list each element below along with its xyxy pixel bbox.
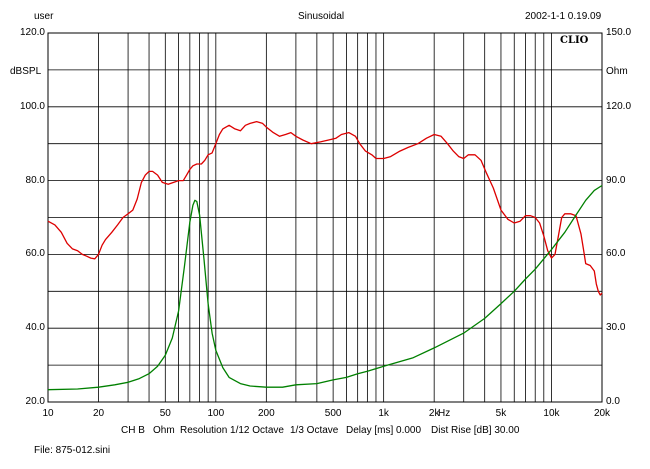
x-tick-label: 20k — [593, 408, 611, 419]
x-tick-label: 1k — [378, 408, 389, 419]
y-left-label: dBSPL — [10, 66, 42, 77]
footer-unit: Ohm — [153, 425, 175, 436]
footer-channel: CH B — [121, 425, 145, 436]
y-left-tick-label: 120.0 — [19, 27, 45, 38]
footer-file: File: 875-012.sini — [34, 445, 111, 456]
x-tick-label: 2k — [428, 408, 440, 419]
y-left-tick-label: 60.0 — [25, 248, 45, 260]
x-tick-label: 10 — [42, 408, 54, 419]
y-left-tick-label: 80.0 — [25, 174, 45, 186]
x-tick-label: 10k — [543, 408, 560, 419]
footer-dist-rise: Dist Rise [dB] 30.00 — [431, 425, 520, 436]
header-user: user — [34, 11, 54, 22]
header-datetime: 2002-1-1 0.19.09 — [525, 11, 602, 22]
grid — [48, 33, 602, 402]
x-tick-label: 20 — [92, 408, 105, 419]
x-tick-label: 500 — [324, 408, 342, 419]
y-left-tick-label: 40.0 — [25, 322, 45, 334]
footer-resolution: Resolution 1/12 Octave — [180, 425, 284, 436]
x-tick-label: 100 — [207, 408, 225, 419]
y-right-tick-label: 150.0 — [606, 27, 632, 38]
y-right-tick-label: 0.0 — [606, 396, 620, 407]
impedance-curve — [47, 184, 603, 391]
x-unit-label: Hz — [438, 408, 451, 419]
x-tick-label: 5k — [495, 408, 507, 419]
spl-curve — [47, 120, 603, 296]
y-right-tick-label: 120.0 — [606, 100, 632, 112]
x-tick-label: 200 — [258, 408, 275, 419]
y-right-tick-label: 30.0 — [606, 322, 626, 334]
y-right-label: Ohm — [606, 66, 628, 77]
header-mode: Sinusoidal — [298, 11, 345, 22]
x-tick-label: 50 — [159, 408, 171, 419]
y-left-tick-label: 20.0 — [25, 396, 45, 407]
footer-smoothing: 1/3 Octave — [290, 425, 339, 436]
footer-delay: Delay [ms] 0.000 — [346, 425, 422, 436]
y-right-tick-label: 90.0 — [606, 174, 626, 186]
series-group — [47, 120, 603, 391]
y-left-tick-label: 100.0 — [19, 100, 45, 112]
clio-logo: CLIO — [560, 35, 589, 46]
y-right-tick-label: 60.0 — [606, 248, 626, 260]
